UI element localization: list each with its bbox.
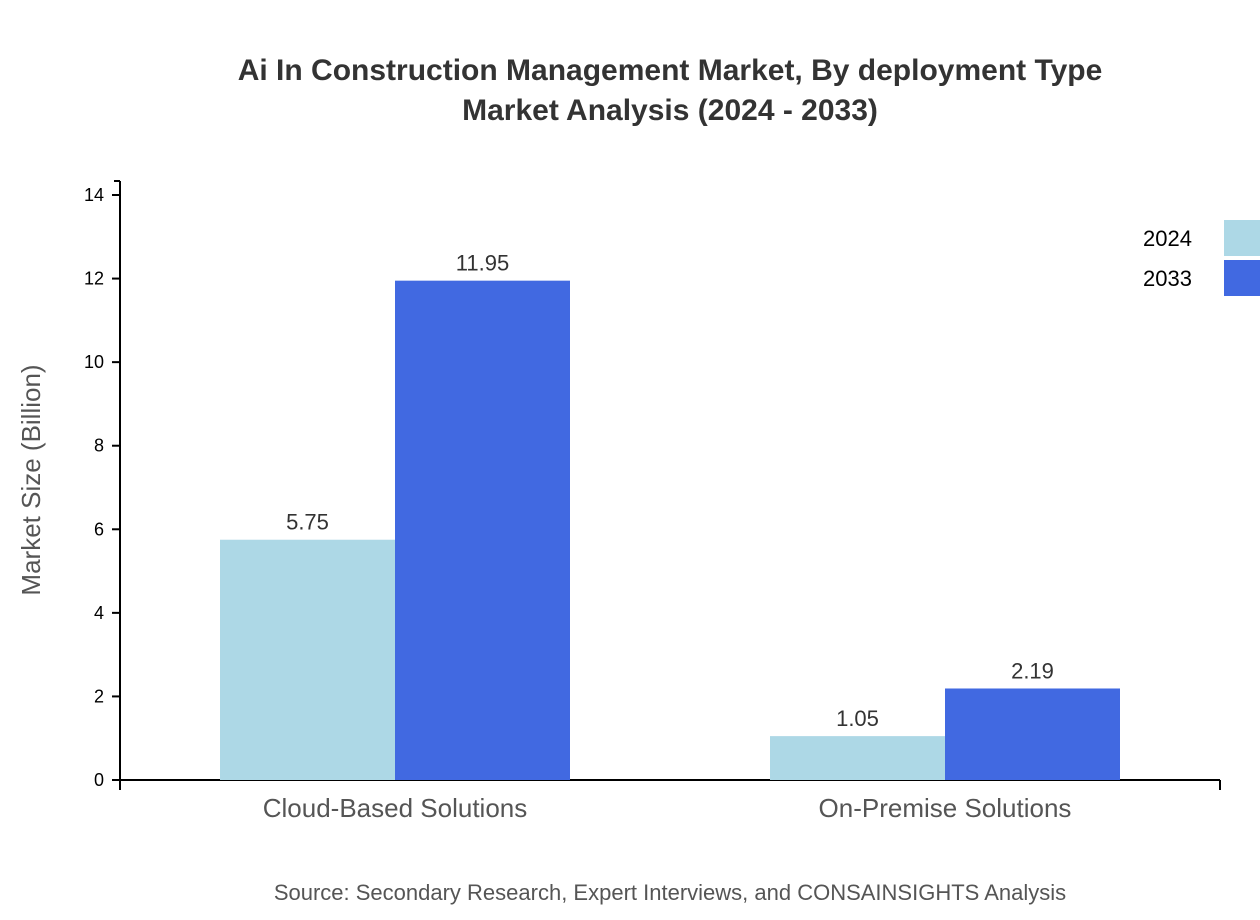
y-tick-label: 6 [94, 519, 104, 539]
bar-value-label: 11.95 [456, 251, 509, 276]
bar-2033 [395, 280, 570, 780]
legend-label: 2024 [1143, 226, 1192, 251]
x-category-label: Cloud-Based Solutions [263, 793, 528, 823]
y-tick-label: 2 [94, 686, 104, 706]
bar-value-label: 5.75 [286, 510, 329, 535]
legend-swatch-2033 [1224, 260, 1260, 296]
bar-value-label: 1.05 [836, 706, 879, 731]
y-axis-label: Market Size (Billion) [16, 364, 46, 595]
y-tick-label: 4 [94, 603, 104, 623]
legend-label: 2033 [1143, 266, 1192, 291]
y-tick-label: 12 [84, 269, 104, 289]
y-tick-label: 10 [84, 352, 104, 372]
y-tick-label: 0 [94, 770, 104, 790]
chart-title-line-2: Market Analysis (2024 - 2033) [462, 94, 878, 127]
bar-value-label: 2.19 [1011, 658, 1054, 683]
bar-2024 [220, 539, 395, 780]
source-note: Source: Secondary Research, Expert Inter… [274, 880, 1066, 905]
bar-2024 [770, 736, 945, 780]
y-tick-label: 8 [94, 436, 104, 456]
bar-2033 [945, 688, 1120, 780]
y-tick-label: 14 [84, 185, 104, 205]
legend-swatch-2024 [1224, 220, 1260, 256]
x-category-label: On-Premise Solutions [819, 793, 1072, 823]
chart-title-line-1: Ai In Construction Management Market, By… [238, 54, 1103, 87]
